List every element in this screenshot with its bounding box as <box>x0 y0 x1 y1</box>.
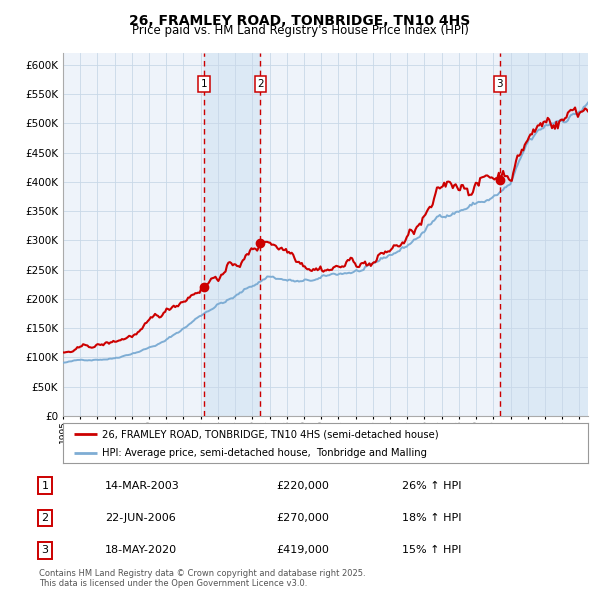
Text: 2: 2 <box>257 79 264 89</box>
Text: 18% ↑ HPI: 18% ↑ HPI <box>402 513 461 523</box>
Text: 3: 3 <box>41 546 49 555</box>
Text: 26, FRAMLEY ROAD, TONBRIDGE, TN10 4HS (semi-detached house): 26, FRAMLEY ROAD, TONBRIDGE, TN10 4HS (s… <box>103 430 439 440</box>
Text: £270,000: £270,000 <box>276 513 329 523</box>
Text: Price paid vs. HM Land Registry's House Price Index (HPI): Price paid vs. HM Land Registry's House … <box>131 24 469 37</box>
Text: 18-MAY-2020: 18-MAY-2020 <box>105 546 177 555</box>
Text: 2: 2 <box>41 513 49 523</box>
Text: 22-JUN-2006: 22-JUN-2006 <box>105 513 176 523</box>
Text: 1: 1 <box>41 481 49 490</box>
Text: £419,000: £419,000 <box>276 546 329 555</box>
Text: 15% ↑ HPI: 15% ↑ HPI <box>402 546 461 555</box>
Bar <box>500 53 588 416</box>
Text: Contains HM Land Registry data © Crown copyright and database right 2025.
This d: Contains HM Land Registry data © Crown c… <box>39 569 365 588</box>
Text: HPI: Average price, semi-detached house,  Tonbridge and Malling: HPI: Average price, semi-detached house,… <box>103 448 427 458</box>
Text: 26, FRAMLEY ROAD, TONBRIDGE, TN10 4HS: 26, FRAMLEY ROAD, TONBRIDGE, TN10 4HS <box>130 14 470 28</box>
Text: £220,000: £220,000 <box>276 481 329 490</box>
Text: 26% ↑ HPI: 26% ↑ HPI <box>402 481 461 490</box>
Text: 14-MAR-2003: 14-MAR-2003 <box>105 481 180 490</box>
Bar <box>204 53 260 416</box>
Text: 1: 1 <box>201 79 208 89</box>
Text: 3: 3 <box>497 79 503 89</box>
